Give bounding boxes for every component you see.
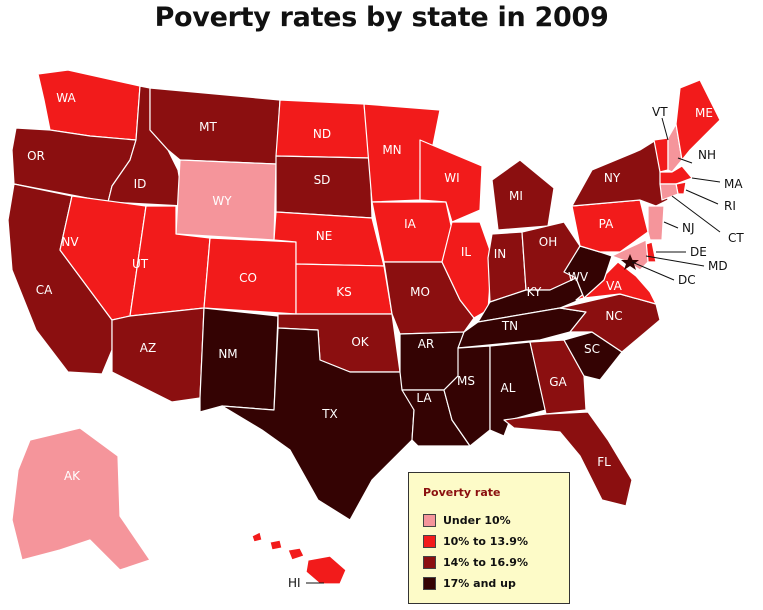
- state-labels: WA OR CA ID NV MT WY UT AZ CO NM ND SD NE KS OK TX MN IA MO…: [27, 91, 713, 483]
- legend-swatch: [423, 577, 436, 590]
- outside-labels: VT NH MA RI CT NJ DE MD DC HI: [288, 105, 744, 590]
- legend: Poverty rate Under 10% 10% to 13.9% 14% …: [408, 472, 570, 604]
- state-NM: [199, 307, 279, 413]
- label-AK: AK: [64, 469, 81, 483]
- label-NV: NV: [61, 235, 79, 249]
- label-OR: OR: [27, 149, 45, 163]
- state-NY: [571, 139, 669, 207]
- label-VT: VT: [652, 105, 668, 119]
- label-NM: NM: [218, 347, 237, 361]
- label-CA: CA: [36, 283, 53, 297]
- label-PA: PA: [599, 217, 614, 231]
- label-WV: WV: [568, 270, 589, 284]
- label-FL: FL: [597, 455, 611, 469]
- label-NY: NY: [604, 171, 621, 185]
- label-ID: ID: [134, 177, 147, 191]
- label-SC: SC: [584, 342, 600, 356]
- state-SC: [563, 331, 623, 381]
- label-NH: NH: [698, 148, 716, 162]
- label-OK: OK: [351, 335, 369, 349]
- label-MI: MI: [509, 189, 523, 203]
- state-MI: [491, 159, 555, 231]
- label-IN: IN: [494, 247, 507, 261]
- label-CO: CO: [239, 271, 257, 285]
- label-IL: IL: [461, 245, 472, 259]
- state-ME: [675, 79, 721, 161]
- label-AL: AL: [501, 381, 516, 395]
- label-NJ: NJ: [682, 221, 695, 235]
- state-NH: [667, 123, 683, 173]
- label-ME: ME: [695, 106, 713, 120]
- state-AK: [11, 427, 151, 571]
- label-VA: VA: [606, 279, 622, 293]
- state-AZ: [111, 307, 205, 403]
- label-MS: MS: [457, 374, 475, 388]
- legend-label: 10% to 13.9%: [443, 535, 528, 548]
- label-MD: MD: [708, 259, 728, 273]
- label-MN: MN: [382, 143, 401, 157]
- label-WI: WI: [444, 171, 459, 185]
- label-MO: MO: [410, 285, 430, 299]
- label-HI: HI: [288, 576, 301, 590]
- legend-label: 14% to 16.9%: [443, 556, 528, 569]
- label-SD: SD: [314, 173, 331, 187]
- legend-label: Under 10%: [443, 514, 511, 527]
- legend-swatch: [423, 556, 436, 569]
- label-WA: WA: [56, 91, 76, 105]
- state-HI: [251, 531, 347, 585]
- legend-swatch: [423, 535, 436, 548]
- label-MT: MT: [199, 120, 217, 134]
- state-IA: [371, 201, 453, 263]
- label-UT: UT: [132, 257, 149, 271]
- label-NE: NE: [316, 229, 333, 243]
- state-IL: [441, 221, 493, 319]
- legend-swatch: [423, 514, 436, 527]
- label-TX: TX: [321, 407, 338, 421]
- state-FL: [503, 411, 633, 507]
- label-ND: ND: [313, 127, 331, 141]
- label-AZ: AZ: [140, 341, 156, 355]
- label-KS: KS: [336, 285, 352, 299]
- label-DE: DE: [690, 245, 707, 259]
- legend-label: 17% and up: [443, 577, 516, 590]
- label-DC: DC: [678, 273, 696, 287]
- label-MA: MA: [724, 177, 743, 191]
- state-CT: [659, 183, 679, 201]
- label-TN: TN: [501, 319, 518, 333]
- dc-star: [621, 254, 639, 270]
- label-LA: LA: [416, 391, 432, 405]
- map-title: Poverty rates by state in 2009: [154, 2, 609, 33]
- state-TX: [221, 327, 415, 521]
- label-GA: GA: [549, 375, 567, 389]
- label-CT: CT: [728, 231, 744, 245]
- state-SD: [275, 155, 373, 219]
- label-KY: KY: [527, 285, 542, 299]
- legend-title: Poverty rate: [423, 486, 501, 499]
- label-WY: WY: [212, 194, 232, 208]
- label-NC: NC: [605, 309, 622, 323]
- state-GA: [529, 339, 587, 415]
- state-NJ: [647, 205, 665, 241]
- label-RI: RI: [724, 199, 736, 213]
- label-AR: AR: [418, 337, 435, 351]
- state-WA: [37, 69, 141, 141]
- label-OH: OH: [539, 235, 557, 249]
- label-IA: IA: [404, 217, 417, 231]
- leader-lines: [306, 117, 721, 584]
